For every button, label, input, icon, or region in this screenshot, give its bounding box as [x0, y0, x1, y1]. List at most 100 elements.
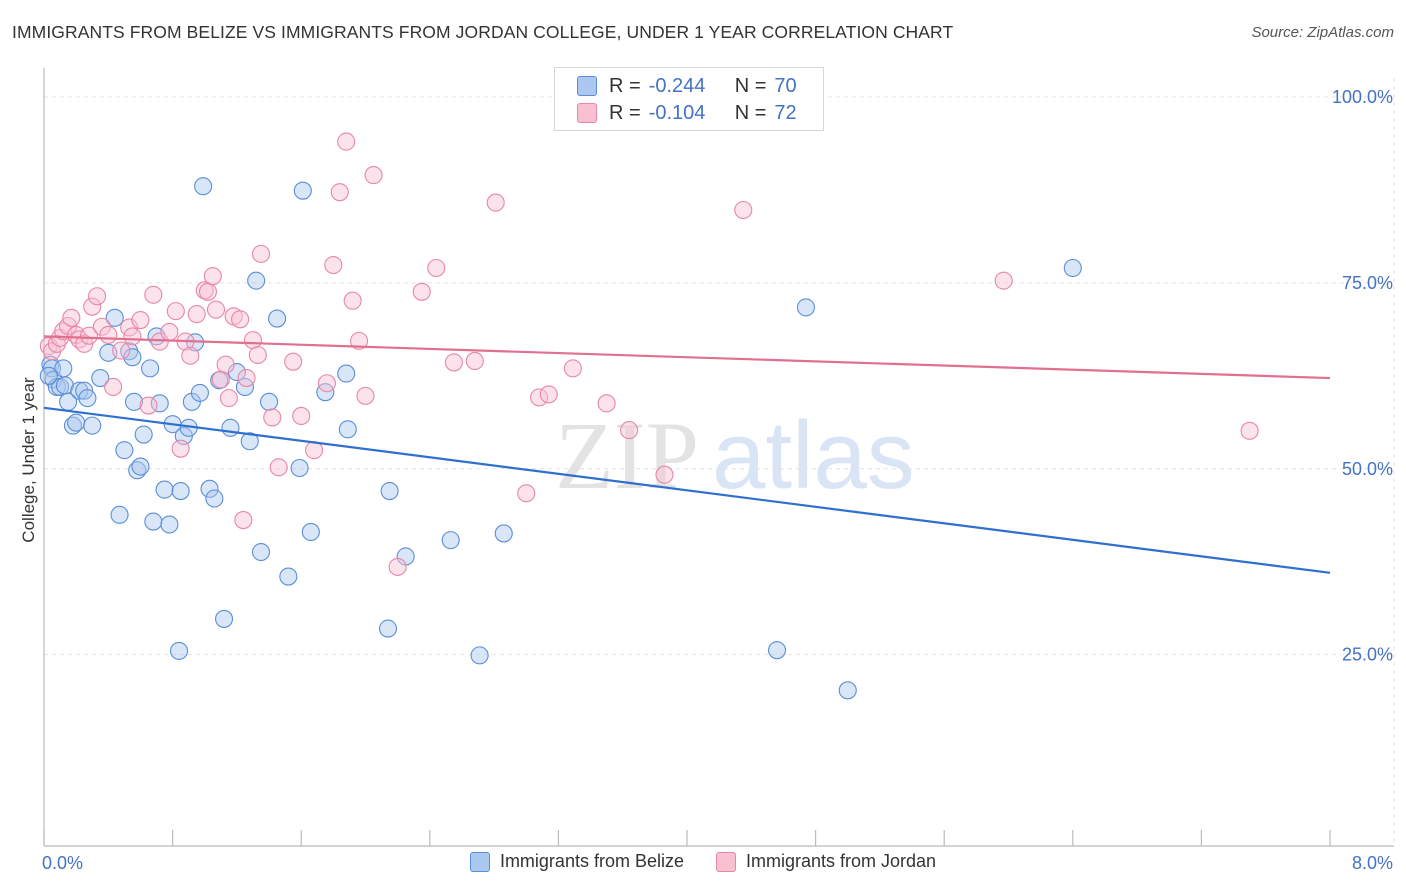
- point-jordan: [62, 308, 81, 327]
- point-belize: [247, 271, 266, 290]
- legend-item-belize: Immigrants from Belize: [469, 851, 684, 872]
- point-jordan: [139, 396, 158, 415]
- point-belize: [155, 480, 174, 499]
- point-jordan: [131, 310, 150, 330]
- point-belize: [767, 641, 787, 660]
- point-jordan: [123, 327, 142, 346]
- point-jordan: [284, 352, 303, 371]
- point-belize: [268, 309, 287, 328]
- point-jordan: [337, 132, 356, 151]
- point-belize: [293, 181, 312, 200]
- legend-item-jordan: Immigrants from Jordan: [715, 851, 936, 872]
- point-jordan: [160, 322, 179, 341]
- point-belize: [316, 383, 335, 402]
- point-jordan: [144, 285, 163, 304]
- point-jordan: [171, 439, 190, 458]
- point-jordan: [251, 244, 271, 263]
- legend-r-label: R =: [609, 101, 641, 124]
- trend-lines: [43, 335, 1331, 574]
- point-jordan: [219, 389, 238, 408]
- legend-label-belize: Immigrants from Belize: [499, 851, 684, 871]
- legend-r-label: R =: [609, 74, 641, 97]
- watermark-zip: ZIP: [555, 402, 699, 509]
- point-jordan: [444, 353, 463, 372]
- point-jordan: [655, 465, 674, 484]
- point-jordan: [620, 421, 639, 440]
- legend-n-value-belize: 70: [774, 74, 797, 97]
- point-jordan: [412, 282, 431, 301]
- point-jordan: [187, 305, 206, 324]
- point-jordan: [465, 351, 484, 370]
- point-jordan: [734, 200, 753, 220]
- point-belize: [78, 389, 97, 408]
- point-belize: [141, 359, 160, 378]
- point-belize: [67, 413, 86, 432]
- chart-source: Source: ZipAtlas.com: [1251, 24, 1394, 41]
- point-jordan: [166, 302, 185, 321]
- point-jordan: [198, 282, 218, 301]
- point-belize: [441, 531, 460, 550]
- y-axis-label: College, Under 1 year: [19, 377, 38, 543]
- point-jordan: [994, 271, 1013, 290]
- point-jordan: [248, 345, 267, 365]
- legend-n-label: N =: [734, 101, 767, 124]
- y-tick-label: 50.0%: [1342, 459, 1393, 479]
- chart-title: IMMIGRANTS FROM BELIZE VS IMMIGRANTS FRO…: [12, 22, 954, 42]
- point-belize: [134, 425, 153, 444]
- point-belize: [221, 418, 240, 437]
- point-jordan: [364, 166, 383, 185]
- point-belize: [1063, 258, 1082, 278]
- point-belize: [131, 457, 150, 476]
- point-belize: [380, 482, 399, 501]
- point-jordan: [99, 325, 118, 344]
- tick-labels: 25.0% 50.0% 75.0% 100.0% 0.0% 8.0%: [42, 87, 1393, 873]
- point-belize: [205, 489, 224, 508]
- point-jordan: [597, 394, 616, 413]
- point-jordan: [181, 346, 200, 365]
- point-belize: [259, 392, 279, 411]
- point-belize: [190, 383, 209, 402]
- legend-row-jordan: R = -0.104 N = 72: [577, 101, 797, 125]
- point-belize: [279, 567, 298, 586]
- point-belize: [337, 364, 356, 383]
- point-belize: [124, 392, 144, 411]
- point-belize: [194, 177, 213, 196]
- point-belize: [39, 366, 58, 385]
- point-jordan: [356, 386, 375, 405]
- legend-n-label: N =: [734, 74, 767, 97]
- legend-swatch-jordan: [715, 851, 736, 872]
- point-belize: [494, 524, 513, 543]
- point-jordan: [486, 193, 505, 212]
- point-belize: [838, 681, 857, 700]
- point-jordan: [343, 291, 362, 310]
- point-belize: [169, 641, 189, 660]
- point-jordan: [263, 408, 282, 427]
- point-jordan: [539, 385, 558, 404]
- point-belize: [110, 505, 129, 524]
- point-belize: [251, 542, 271, 562]
- point-jordan: [104, 377, 123, 397]
- point-belize: [115, 441, 134, 460]
- point-jordan: [216, 355, 235, 374]
- point-jordan: [269, 458, 288, 477]
- point-jordan: [517, 484, 536, 503]
- point-belize: [214, 609, 234, 628]
- trend-line-jordan: [43, 335, 1331, 380]
- point-belize: [123, 348, 142, 367]
- point-belize: [63, 416, 82, 435]
- series-jordan-points: [39, 132, 1259, 576]
- point-belize: [338, 420, 357, 439]
- legend-row-belize: R = -0.244 N = 70: [577, 74, 797, 98]
- point-belize: [144, 512, 163, 531]
- point-jordan: [231, 310, 250, 329]
- point-jordan: [112, 341, 131, 360]
- point-jordan: [79, 326, 99, 345]
- point-jordan: [563, 359, 582, 378]
- point-belize: [227, 363, 246, 382]
- series-legend: Immigrants from Belize Immigrants from J…: [0, 851, 1406, 872]
- point-belize: [83, 416, 102, 435]
- point-belize: [378, 619, 398, 638]
- point-belize: [290, 458, 309, 478]
- point-jordan: [324, 255, 343, 275]
